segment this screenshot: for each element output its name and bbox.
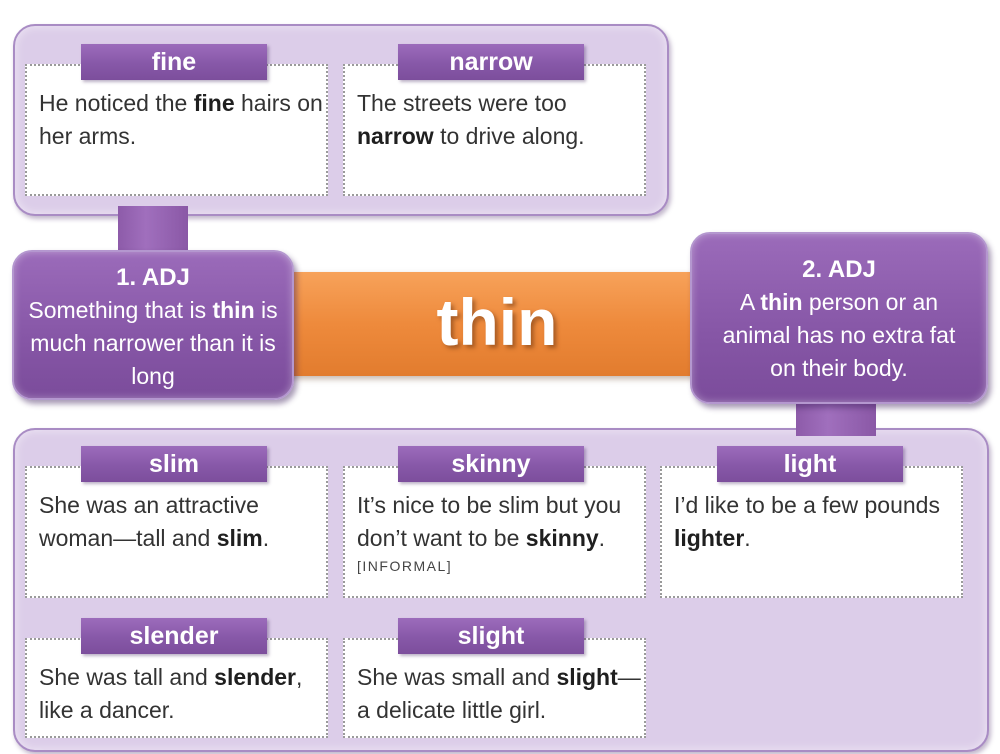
sense1-number: 1. ADJ — [116, 264, 190, 291]
synonym-card-slight — [343, 638, 646, 738]
synonym-label-slim: slim — [81, 446, 267, 482]
sense1-connector — [118, 206, 188, 256]
synonym-card-fine — [25, 64, 328, 196]
synonym-label-slight: slight — [398, 618, 584, 654]
synonym-card-narrow — [343, 64, 646, 196]
synonym-label-slender: slender — [81, 618, 267, 654]
headword: thin — [436, 285, 558, 359]
synonym-example-slim: She was an attractive woman—tall and sli… — [39, 492, 270, 551]
sense1-definition: Something that is thin is much narrower … — [28, 297, 278, 389]
sense2-box: 2. ADJ A thin person or an animal has no… — [690, 232, 988, 404]
synonym-example-narrow: The streets were too narrow to drive alo… — [357, 90, 585, 149]
synonym-example-light: I’d like to be a few pounds lighter. — [674, 492, 940, 551]
synonym-example-slight: She was small and slight—a delicate litt… — [357, 664, 641, 723]
synonym-example-slender: She was tall and slender, like a dancer. — [39, 664, 303, 723]
synonym-card-slim — [25, 466, 328, 598]
sense2-definition: A thin person or an animal has no extra … — [722, 289, 956, 381]
headword-bar — [282, 272, 702, 376]
synonym-label-light: light — [717, 446, 903, 482]
synonym-card-light — [660, 466, 963, 598]
synonym-example-skinny: It’s nice to be slim but you don’t want … — [357, 489, 641, 577]
register-note: [INFORMAL] — [357, 558, 453, 574]
sense1-box: 1. ADJ Something that is thin is much na… — [12, 250, 294, 400]
synonym-label-narrow: narrow — [398, 44, 584, 80]
synonym-card-slender — [25, 638, 328, 738]
synonym-example-fine: He noticed the fine hairs on her arms. — [39, 90, 323, 149]
synonym-label-fine: fine — [81, 44, 267, 80]
synonym-label-skinny: skinny — [398, 446, 584, 482]
sense2-number: 2. ADJ — [802, 256, 876, 283]
synonym-card-skinny — [343, 466, 646, 598]
